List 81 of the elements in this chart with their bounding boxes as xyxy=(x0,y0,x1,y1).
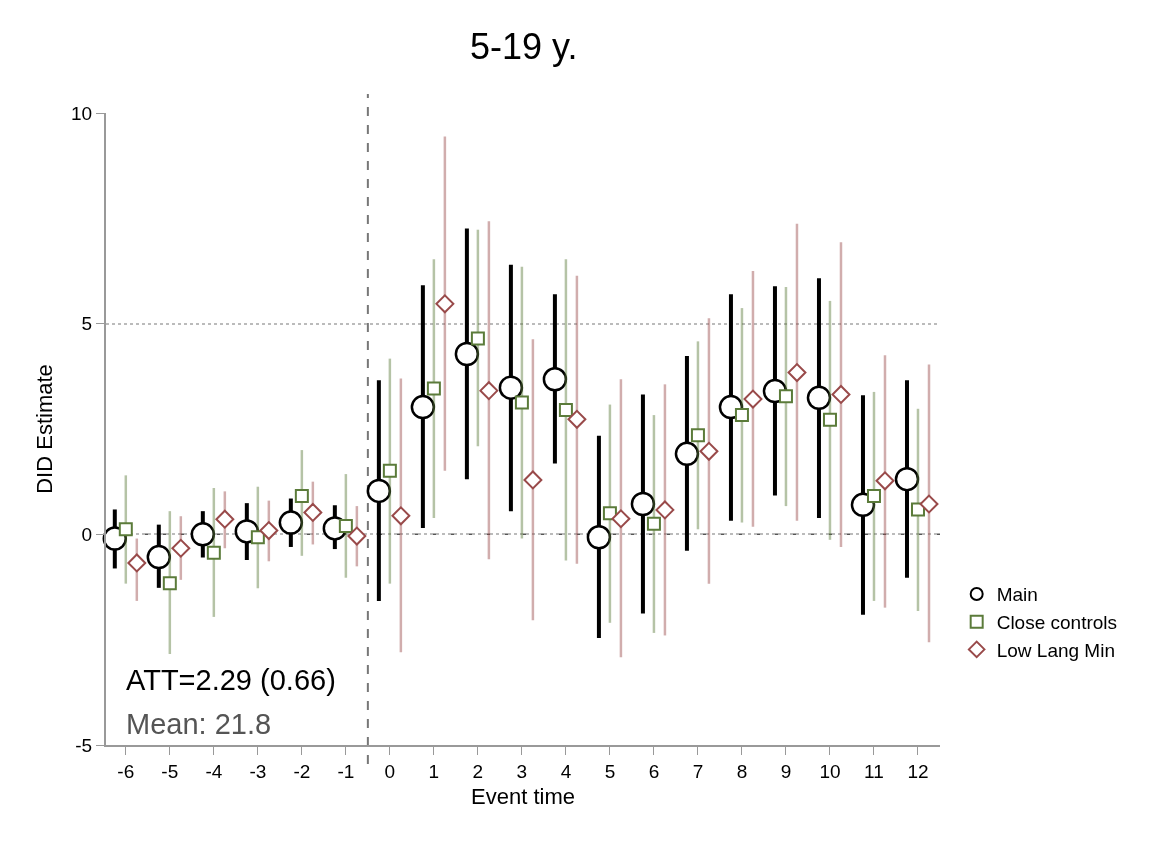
point xyxy=(479,381,499,401)
point xyxy=(410,394,436,420)
point xyxy=(894,466,920,492)
x-tick-label: -5 xyxy=(161,760,179,782)
y-tick-label: 10 xyxy=(71,102,93,124)
x-tick-label: 6 xyxy=(648,760,660,782)
point xyxy=(674,441,700,467)
point xyxy=(558,403,573,418)
legend-label: Close controls xyxy=(996,612,1118,634)
x-tick-label: -2 xyxy=(293,760,311,782)
point xyxy=(646,516,661,531)
chart-title: 5-19 y. xyxy=(470,26,578,67)
point xyxy=(778,389,793,404)
point xyxy=(690,428,705,443)
point xyxy=(699,441,719,461)
point xyxy=(787,363,807,382)
x-tick-label: 12 xyxy=(907,760,929,782)
y-tick-label: 0 xyxy=(81,523,93,545)
legend-label: Main xyxy=(996,584,1038,606)
point xyxy=(470,331,485,346)
annotation: ATT=2.29 (0.66) xyxy=(126,664,336,696)
point xyxy=(118,522,133,537)
x-tick-label: 9 xyxy=(780,760,792,782)
point xyxy=(822,412,837,427)
point xyxy=(250,530,265,545)
point xyxy=(391,506,411,526)
point xyxy=(259,521,279,540)
point xyxy=(806,385,832,411)
point xyxy=(875,471,895,491)
point xyxy=(910,502,925,517)
point xyxy=(567,409,587,429)
point xyxy=(919,494,939,514)
point xyxy=(866,488,881,503)
point xyxy=(611,509,631,529)
x-tick-label: -1 xyxy=(337,760,355,782)
point xyxy=(206,545,221,560)
point xyxy=(347,526,367,546)
x-tick-label: 5 xyxy=(604,760,616,782)
point xyxy=(190,522,216,547)
point xyxy=(162,576,177,591)
legend-label: Low Lang Min xyxy=(996,639,1115,661)
point xyxy=(215,509,235,529)
x-tick-label: 1 xyxy=(428,760,440,782)
point xyxy=(454,341,480,367)
point xyxy=(630,491,656,517)
x-axis-title: Event time xyxy=(471,784,575,810)
x-tick-label: 11 xyxy=(864,760,884,782)
x-tick-label: 0 xyxy=(384,760,396,782)
point xyxy=(831,385,851,404)
point xyxy=(514,395,529,410)
point xyxy=(523,470,543,490)
point xyxy=(542,367,568,392)
point xyxy=(743,389,763,409)
point xyxy=(498,375,524,400)
point xyxy=(734,408,749,423)
point xyxy=(655,500,675,520)
x-tick-label: 10 xyxy=(819,760,841,782)
annotation: Mean: 21.8 xyxy=(126,708,272,740)
x-tick-label: 3 xyxy=(516,760,528,782)
point xyxy=(338,518,353,533)
point xyxy=(146,544,172,570)
point xyxy=(366,478,392,504)
point xyxy=(435,294,455,314)
point xyxy=(426,381,441,396)
y-tick-label: 5 xyxy=(81,313,93,335)
y-axis-title: DID Estimate xyxy=(32,364,58,494)
point xyxy=(294,488,309,503)
x-tick-label: 8 xyxy=(736,760,748,782)
x-tick-label: 7 xyxy=(692,760,704,782)
x-tick-label: -3 xyxy=(249,760,267,782)
x-tick-label: 2 xyxy=(472,760,484,782)
point xyxy=(586,525,612,550)
point xyxy=(278,510,304,535)
x-tick-label: 4 xyxy=(560,760,572,782)
point xyxy=(303,502,323,522)
y-tick-label: -5 xyxy=(75,734,93,756)
x-tick-label: -6 xyxy=(117,760,135,782)
x-tick-label: -4 xyxy=(205,760,223,782)
point xyxy=(382,463,397,478)
point xyxy=(127,553,147,573)
point xyxy=(171,538,191,558)
